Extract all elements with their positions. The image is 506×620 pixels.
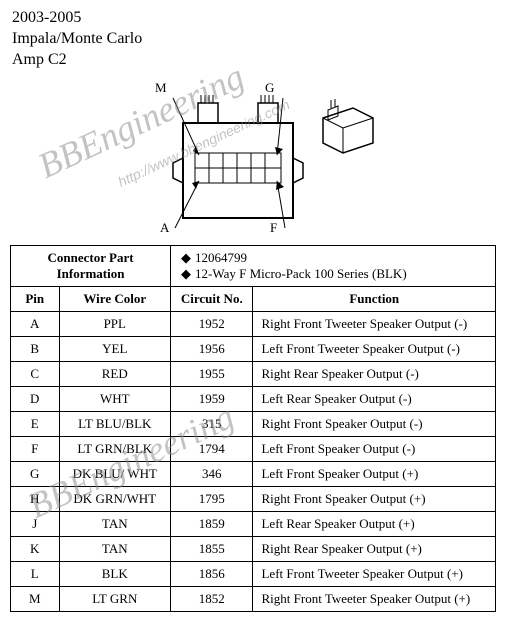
table-row: MLT GRN1852Right Front Tweeter Speaker O… (11, 587, 496, 612)
table-row: HDK GRN/WHT1795Right Front Speaker Outpu… (11, 487, 496, 512)
circuit-cell: 315 (171, 412, 253, 437)
circuit-cell: 1859 (171, 512, 253, 537)
circuit-cell: 1856 (171, 562, 253, 587)
circuit-cell: 346 (171, 462, 253, 487)
pin-cell: C (11, 362, 60, 387)
connector-diagram: M G A F (0, 70, 506, 245)
table-row: APPL1952Right Front Tweeter Speaker Outp… (11, 312, 496, 337)
wire-color-cell: LT GRN/BLK (59, 437, 171, 462)
pin-label-a: A (160, 220, 169, 236)
wire-color-cell: LT GRN (59, 587, 171, 612)
circuit-cell: 1794 (171, 437, 253, 462)
table-row: CRED1955Right Rear Speaker Output (-) (11, 362, 496, 387)
vehicle-model: Impala/Monte Carlo (12, 29, 506, 50)
function-cell: Left Front Speaker Output (-) (253, 437, 496, 462)
circuit-cell: 1852 (171, 587, 253, 612)
connector-svg (113, 73, 393, 243)
table-row: ELT BLU/BLK315Right Front Speaker Output… (11, 412, 496, 437)
wire-color-cell: DK GRN/WHT (59, 487, 171, 512)
part-number: 12064799 (195, 250, 247, 265)
col-function: Function (253, 287, 496, 312)
function-cell: Left Front Tweeter Speaker Output (+) (253, 562, 496, 587)
part-series: 12-Way F Micro-Pack 100 Series (BLK) (195, 266, 407, 281)
function-cell: Right Front Tweeter Speaker Output (+) (253, 587, 496, 612)
function-cell: Left Front Tweeter Speaker Output (-) (253, 337, 496, 362)
wire-color-cell: TAN (59, 537, 171, 562)
year-range: 2003-2005 (12, 8, 506, 29)
connector-info-row: Connector Part Information ◆12064799 ◆12… (11, 246, 496, 287)
wire-color-cell: WHT (59, 387, 171, 412)
col-wire-color: Wire Color (59, 287, 171, 312)
pin-cell: F (11, 437, 60, 462)
pin-cell: H (11, 487, 60, 512)
wire-color-cell: BLK (59, 562, 171, 587)
pin-label-m: M (155, 80, 167, 96)
column-headers: Pin Wire Color Circuit No. Function (11, 287, 496, 312)
table-row: LBLK1856Left Front Tweeter Speaker Outpu… (11, 562, 496, 587)
function-cell: Left Front Speaker Output (+) (253, 462, 496, 487)
table-row: DWHT1959Left Rear Speaker Output (-) (11, 387, 496, 412)
pinout-table-wrap: Connector Part Information ◆12064799 ◆12… (0, 245, 506, 612)
circuit-cell: 1959 (171, 387, 253, 412)
table-row: GDK BLU/ WHT346Left Front Speaker Output… (11, 462, 496, 487)
table-row: JTAN1859Left Rear Speaker Output (+) (11, 512, 496, 537)
circuit-cell: 1955 (171, 362, 253, 387)
table-row: KTAN1855Right Rear Speaker Output (+) (11, 537, 496, 562)
pin-label-g: G (265, 80, 274, 96)
pin-cell: G (11, 462, 60, 487)
wire-color-cell: LT BLU/BLK (59, 412, 171, 437)
wire-color-cell: DK BLU/ WHT (59, 462, 171, 487)
connector-name: Amp C2 (12, 50, 506, 71)
table-row: BYEL1956Left Front Tweeter Speaker Outpu… (11, 337, 496, 362)
circuit-cell: 1952 (171, 312, 253, 337)
pin-cell: M (11, 587, 60, 612)
pin-label-f: F (270, 220, 277, 236)
pin-cell: K (11, 537, 60, 562)
pin-cell: E (11, 412, 60, 437)
function-cell: Left Rear Speaker Output (-) (253, 387, 496, 412)
circuit-cell: 1795 (171, 487, 253, 512)
pin-cell: D (11, 387, 60, 412)
circuit-cell: 1956 (171, 337, 253, 362)
pin-cell: J (11, 512, 60, 537)
document-header: 2003-2005 Impala/Monte Carlo Amp C2 (0, 0, 506, 70)
function-cell: Left Rear Speaker Output (+) (253, 512, 496, 537)
function-cell: Right Front Speaker Output (+) (253, 487, 496, 512)
wire-color-cell: YEL (59, 337, 171, 362)
function-cell: Right Front Tweeter Speaker Output (-) (253, 312, 496, 337)
wire-color-cell: TAN (59, 512, 171, 537)
function-cell: Right Front Speaker Output (-) (253, 412, 496, 437)
pin-cell: L (11, 562, 60, 587)
table-row: FLT GRN/BLK1794Left Front Speaker Output… (11, 437, 496, 462)
col-pin: Pin (11, 287, 60, 312)
function-cell: Right Rear Speaker Output (+) (253, 537, 496, 562)
pinout-table: Connector Part Information ◆12064799 ◆12… (10, 245, 496, 612)
pin-cell: A (11, 312, 60, 337)
wire-color-cell: PPL (59, 312, 171, 337)
pin-cell: B (11, 337, 60, 362)
circuit-cell: 1855 (171, 537, 253, 562)
connector-info-value: ◆12064799 ◆12-Way F Micro-Pack 100 Serie… (171, 246, 496, 287)
function-cell: Right Rear Speaker Output (-) (253, 362, 496, 387)
connector-info-label: Connector Part Information (11, 246, 171, 287)
wire-color-cell: RED (59, 362, 171, 387)
col-circuit: Circuit No. (171, 287, 253, 312)
